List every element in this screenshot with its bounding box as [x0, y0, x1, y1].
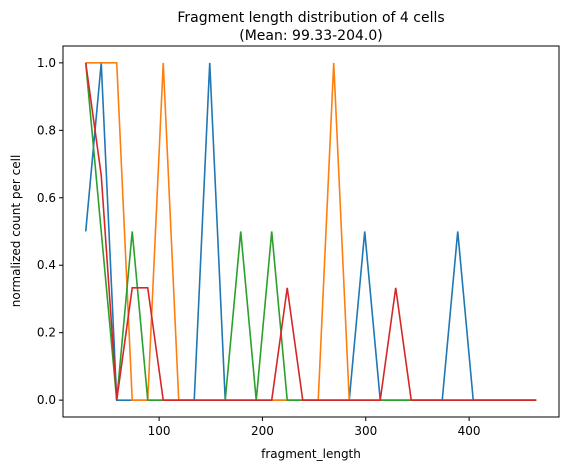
series-line-4: [84, 62, 537, 401]
x-axis-label: fragment_length: [261, 447, 361, 461]
chart-title: Fragment length distribution of 4 cells: [177, 10, 444, 26]
x-axis-ticks: 100 200 300 400: [148, 417, 481, 438]
series-line-3: [84, 62, 537, 401]
x-tick-label: 100: [148, 424, 171, 438]
y-tick-label: 1.0: [37, 56, 56, 70]
x-tick-label: 400: [458, 424, 481, 438]
y-tick-label: 0.6: [37, 191, 56, 205]
y-tick-label: 0.4: [37, 258, 56, 272]
series-line-2: [85, 62, 537, 401]
series-layer: [84, 62, 537, 401]
y-axis-label: normalized count per cell: [9, 155, 23, 308]
y-tick-label: 0.8: [37, 123, 56, 137]
y-tick-label: 0.2: [37, 326, 56, 340]
plot-frame: [62, 45, 560, 418]
y-tick-label: 0.0: [37, 393, 56, 407]
y-axis-ticks: 0.0 0.2 0.4 0.6 0.8 1.0: [37, 56, 63, 407]
chart-subtitle: (Mean: 99.33-204.0): [239, 28, 382, 44]
x-tick-label: 300: [354, 424, 377, 438]
x-tick-label: 200: [251, 424, 274, 438]
series-line-1: [84, 62, 537, 401]
